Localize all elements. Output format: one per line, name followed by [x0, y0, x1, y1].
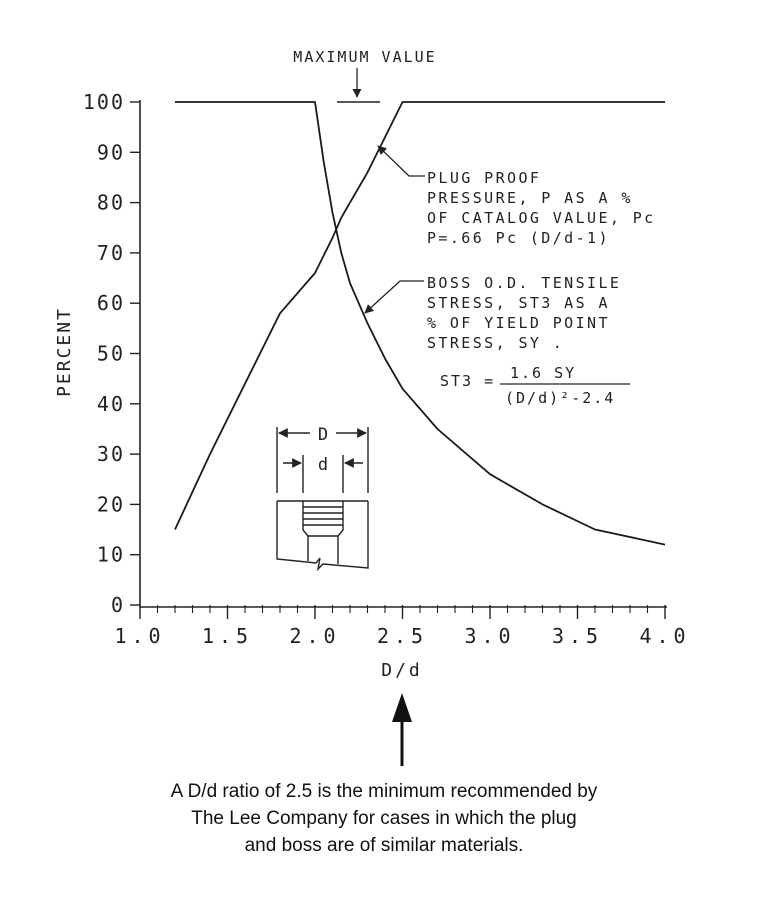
x-tick-label-2: 2.0: [289, 624, 340, 648]
stress-formula: ST3 = 1.6 SY (D/d)²-2.4: [440, 364, 630, 407]
plug-leader-line: [377, 145, 425, 177]
formula-numerator: 1.6 SY: [510, 364, 576, 382]
boss-tensile-label: BOSS O.D. TENSILE STRESS, ST3 AS A % OF …: [427, 274, 621, 352]
plot-axes: [139, 100, 667, 608]
plug-label-line-2: PRESSURE, P AS A %: [427, 189, 633, 207]
y-tick-label-8: 80: [97, 191, 125, 215]
series-layer: [174, 101, 666, 546]
formula-lhs: ST3 =: [440, 372, 495, 390]
x-tick-label-0: 1.0: [114, 624, 165, 648]
boss-label-line-3: % OF YIELD POINT: [427, 314, 610, 332]
axis-ticks: [130, 101, 666, 619]
y-tick-label-6: 60: [97, 291, 125, 315]
chart: 0 10 20 30 40 50 60 70 80 90 100 1.0 1.5 2.0 2.5 3.0 3.5…: [54, 48, 690, 766]
x-axis-label: D/d: [381, 660, 423, 681]
x-tick-label-4: 3.0: [464, 624, 515, 648]
boss-section-diagram: [276, 427, 369, 572]
caption: A D/d ratio of 2.5 is the minimum recomm…: [0, 778, 768, 859]
recommendation-arrow-head: [392, 693, 412, 722]
dim-D-label: D: [318, 425, 328, 445]
plug-label-line-4: P=.66 Pc (D/d-1): [427, 229, 610, 247]
max-value-label: MAXIMUM VALUE: [293, 48, 436, 66]
plug-label-line-1: PLUG PROOF: [427, 169, 541, 187]
boss-leader-line: [364, 280, 424, 314]
boss-label-line-4: STRESS, SY .: [427, 334, 564, 352]
plug-proof-label: PLUG PROOF PRESSURE, P AS A % OF CATALOG…: [427, 169, 656, 247]
plug-label-line-3: OF CATALOG VALUE, Pc: [427, 209, 656, 227]
dim-d-label: d: [318, 455, 328, 475]
caption-line-2: The Lee Company for cases in which the p…: [191, 808, 577, 829]
y-axis-label: PERCENT: [54, 307, 75, 397]
y-tick-label-9: 90: [97, 140, 125, 164]
y-tick-label-3: 30: [97, 442, 125, 466]
x-tick-label-6: 4.0: [639, 624, 690, 648]
caption-line-1: A D/d ratio of 2.5 is the minimum recomm…: [170, 781, 598, 802]
x-tick-label-3: 2.5: [377, 624, 428, 648]
boss-label-line-2: STRESS, ST3 AS A: [427, 294, 610, 312]
caption-line-3: and boss are of similar materials.: [244, 835, 524, 856]
y-tick-label-2: 20: [97, 492, 125, 516]
formula-denominator: (D/d)²-2.4: [505, 389, 615, 407]
axis-tick-labels: 0 10 20 30 40 50 60 70 80 90 100 1.0 1.5 2.0 2.5 3.0 3.5…: [83, 90, 690, 648]
y-tick-label-0: 0: [111, 593, 125, 617]
y-tick-label-5: 50: [97, 342, 125, 366]
x-tick-label-5: 3.5: [552, 624, 603, 648]
x-tick-label-1: 1.5: [202, 624, 253, 648]
y-tick-label-4: 40: [97, 392, 125, 416]
y-tick-label-7: 70: [97, 241, 125, 265]
boss-tensile-stress-line: [175, 101, 666, 546]
plug-proof-pressure-line: [174, 101, 665, 530]
boss-label-line-1: BOSS O.D. TENSILE: [427, 274, 621, 292]
y-tick-label-1: 10: [97, 543, 125, 567]
y-tick-label-10: 100: [83, 90, 125, 114]
